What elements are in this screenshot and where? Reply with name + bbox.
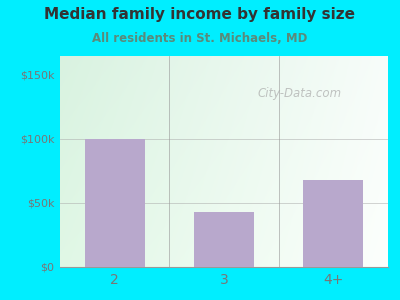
Text: Median family income by family size: Median family income by family size xyxy=(44,8,356,22)
Bar xyxy=(85,139,145,267)
Bar xyxy=(194,212,254,267)
Text: All residents in St. Michaels, MD: All residents in St. Michaels, MD xyxy=(92,32,308,44)
Text: City-Data.com: City-Data.com xyxy=(257,87,342,100)
Bar xyxy=(303,180,364,267)
